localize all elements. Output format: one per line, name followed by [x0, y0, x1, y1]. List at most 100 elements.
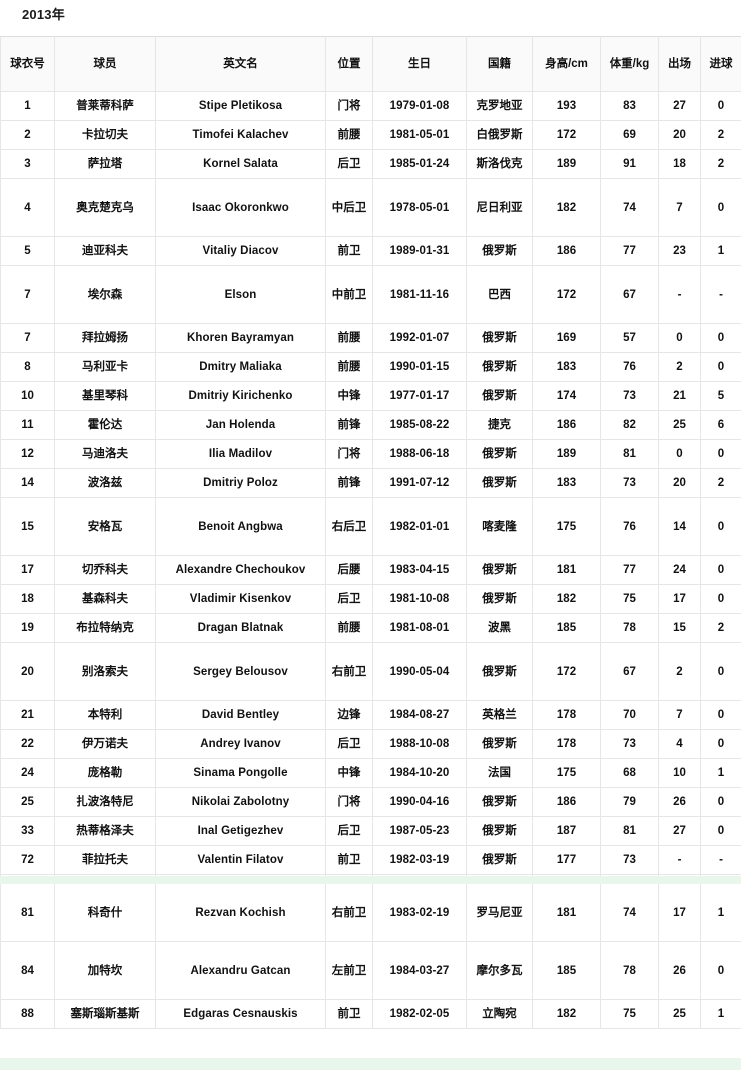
cell-appearances: 4	[658, 729, 701, 759]
table-row[interactable]: 14 波洛兹 Dmitriy Poloz 前锋 1991-07-12 俄罗斯 183 73 20…	[0, 468, 741, 498]
cell-nationality: 罗马尼亚	[466, 883, 533, 942]
table-row[interactable]: 19 布拉特纳克 Dragan Blatnak 前腰 1981-08-01 波黑 185 78…	[0, 613, 741, 643]
cell-shirt-number: 24	[0, 758, 55, 788]
cell-height: 182	[532, 584, 601, 614]
cell-shirt-number: 3	[0, 149, 55, 179]
cell-appearances: 7	[658, 178, 701, 237]
cell-weight: 73	[600, 845, 659, 875]
cell-weight: 81	[600, 816, 659, 846]
cell-player-name: 马迪洛夫	[54, 439, 156, 469]
cell-english-name: Kornel Salata	[155, 149, 326, 179]
table-row[interactable]: 4 奥克楚克乌 Isaac Okoronkwo 中后卫 1978-05-01 尼日利亚 18…	[0, 178, 741, 237]
page-title: 2013年	[22, 7, 65, 22]
table-row[interactable]: 22 伊万诺夫 Andrey Ivanov 后卫 1988-10-08 俄罗斯 178 73 4…	[0, 729, 741, 759]
cell-weight: 73	[600, 381, 659, 411]
cell-english-name: Inal Getigezhev	[155, 816, 326, 846]
cell-goals: 1	[700, 883, 741, 942]
header-row: 球衣号 球员 英文名 位置 生日 国籍 身高/cm 体重/kg 出场 进球	[0, 36, 741, 92]
table-row[interactable]: 33 热蒂格泽夫 Inal Getigezhev 后卫 1987-05-23 俄罗斯 187…	[0, 816, 741, 846]
cell-english-name: Benoit Angbwa	[155, 497, 326, 556]
cell-weight: 75	[600, 584, 659, 614]
cell-birthday: 1984-03-27	[372, 941, 467, 1000]
cell-birthday: 1981-11-16	[372, 265, 467, 324]
cell-nationality: 波黑	[466, 613, 533, 643]
table-row[interactable]: 12 马迪洛夫 Ilia Madilov 门将 1988-06-18 俄罗斯 189 81 0 0	[0, 439, 741, 469]
table-row[interactable]: 3 萨拉塔 Kornel Salata 后卫 1985-01-24 斯洛伐克 189 91 18…	[0, 149, 741, 179]
table-row[interactable]: 17 切乔科夫 Alexandre Chechoukov 后腰 1983-04-15 俄罗…	[0, 555, 741, 585]
cell-birthday: 1981-10-08	[372, 584, 467, 614]
cell-english-name: Sergey Belousov	[155, 642, 326, 701]
table-row[interactable]: 1 普莱蒂科萨 Stipe Pletikosa 门将 1979-01-08 克罗地亚 193…	[0, 91, 741, 121]
cell-shirt-number: 1	[0, 91, 55, 121]
cell-height: 189	[532, 149, 601, 179]
cell-weight: 76	[600, 352, 659, 382]
column-header-position: 位置	[325, 36, 373, 92]
cell-weight: 74	[600, 883, 659, 942]
table-row[interactable]: 7 埃尔森 Elson 中前卫 1981-11-16 巴西 172 67- -	[0, 265, 741, 324]
cell-weight: 78	[600, 613, 659, 643]
cell-height: 185	[532, 941, 601, 1000]
cell-birthday: 1989-01-31	[372, 236, 467, 266]
cell-position: 前卫	[325, 845, 373, 875]
table-row[interactable]: 88 塞斯瑙斯基斯 Edgaras Cesnauskis 前卫 1982-02-05 立陶…	[0, 999, 741, 1029]
table-row[interactable]: 18 基森科夫 Vladimir Kisenkov 后卫 1981-10-08 俄罗斯 18…	[0, 584, 741, 614]
cell-appearances: 26	[658, 787, 701, 817]
cell-shirt-number: 5	[0, 236, 55, 266]
cell-appearances: 17	[658, 584, 701, 614]
cell-appearances: -	[658, 845, 701, 875]
table-row[interactable]: 2 卡拉切夫 Timofei Kalachev 前腰 1981-05-01 白俄罗斯 172…	[0, 120, 741, 150]
cell-goals: 0	[700, 941, 741, 1000]
cell-nationality: 巴西	[466, 265, 533, 324]
table-row[interactable]: 15 安格瓦 Benoit Angbwa 右后卫 1982-01-01 喀麦隆 175 76 1…	[0, 497, 741, 556]
cell-english-name: Vitaliy Diacov	[155, 236, 326, 266]
cell-weight: 73	[600, 729, 659, 759]
table-row[interactable]: 10 基里琴科 Dmitriy Kirichenko 中锋 1977-01-17 俄罗斯 1…	[0, 381, 741, 411]
cell-shirt-number: 7	[0, 265, 55, 324]
table-row[interactable]: 24 庞格勒 Sinama Pongolle 中锋 1984-10-20 法国 175 68 1…	[0, 758, 741, 788]
cell-position: 前卫	[325, 999, 373, 1029]
cell-shirt-number: 8	[0, 352, 55, 382]
cell-weight: 75	[600, 999, 659, 1029]
table-row[interactable]: 21 本特利 David Bentley 边锋 1984-08-27 英格兰 178 70 7 0	[0, 700, 741, 730]
table-row[interactable]: 8 马利亚卡 Dmitry Maliaka 前腰 1990-01-15 俄罗斯 183 76 2…	[0, 352, 741, 382]
cell-position: 中锋	[325, 758, 373, 788]
cell-shirt-number: 12	[0, 439, 55, 469]
cell-nationality: 俄罗斯	[466, 584, 533, 614]
cell-birthday: 1985-01-24	[372, 149, 467, 179]
cell-shirt-number: 17	[0, 555, 55, 585]
cell-appearances: 27	[658, 816, 701, 846]
cell-height: 186	[532, 236, 601, 266]
table-row[interactable]: 72 菲拉托夫 Valentin Filatov 前卫 1982-03-19 俄罗斯 177…	[0, 845, 741, 875]
cell-position: 右后卫	[325, 497, 373, 556]
cell-position: 前锋	[325, 410, 373, 440]
table-row[interactable]: 20 别洛索夫 Sergey Belousov 右前卫 1990-05-04 俄罗斯 172…	[0, 642, 741, 701]
cell-appearances: 2	[658, 352, 701, 382]
cell-nationality: 俄罗斯	[466, 352, 533, 382]
table-row[interactable]: 5 迪亚科夫 Vitaliy Diacov 前卫 1989-01-31 俄罗斯 186 77 2…	[0, 236, 741, 266]
cell-english-name: Timofei Kalachev	[155, 120, 326, 150]
cell-birthday: 1982-01-01	[372, 497, 467, 556]
table-row[interactable]: 25 扎波洛特尼 Nikolai Zabolotny 门将 1990-04-16 俄罗斯 1…	[0, 787, 741, 817]
cell-nationality: 俄罗斯	[466, 729, 533, 759]
cell-player-name: 菲拉托夫	[54, 845, 156, 875]
cell-position: 右前卫	[325, 883, 373, 942]
table-row[interactable]: 84 加特坎 Alexandru Gatcan 左前卫 1984-03-27 摩尔多瓦 18…	[0, 941, 741, 1000]
cell-position: 中锋	[325, 381, 373, 411]
cell-shirt-number: 4	[0, 178, 55, 237]
cell-goals: 1	[700, 999, 741, 1029]
cell-shirt-number: 33	[0, 816, 55, 846]
cell-player-name: 扎波洛特尼	[54, 787, 156, 817]
cell-shirt-number: 7	[0, 323, 55, 353]
cell-goals: 0	[700, 642, 741, 701]
cell-weight: 77	[600, 555, 659, 585]
table-row[interactable]: 11 霍伦达 Jan Holenda 前锋 1985-08-22 捷克 186 82 25 6	[0, 410, 741, 440]
table-row[interactable]: 7 拜拉姆扬 Khoren Bayramyan 前腰 1992-01-07 俄罗斯 169 5…	[0, 323, 741, 353]
table-row[interactable]: 81 科奇什 Rezvan Kochish 右前卫 1983-02-19 罗马尼亚 181 7…	[0, 883, 741, 942]
cell-player-name: 科奇什	[54, 883, 156, 942]
cell-goals: 0	[700, 178, 741, 237]
cell-goals: 0	[700, 91, 741, 121]
cell-nationality: 捷克	[466, 410, 533, 440]
cell-appearances: 7	[658, 700, 701, 730]
